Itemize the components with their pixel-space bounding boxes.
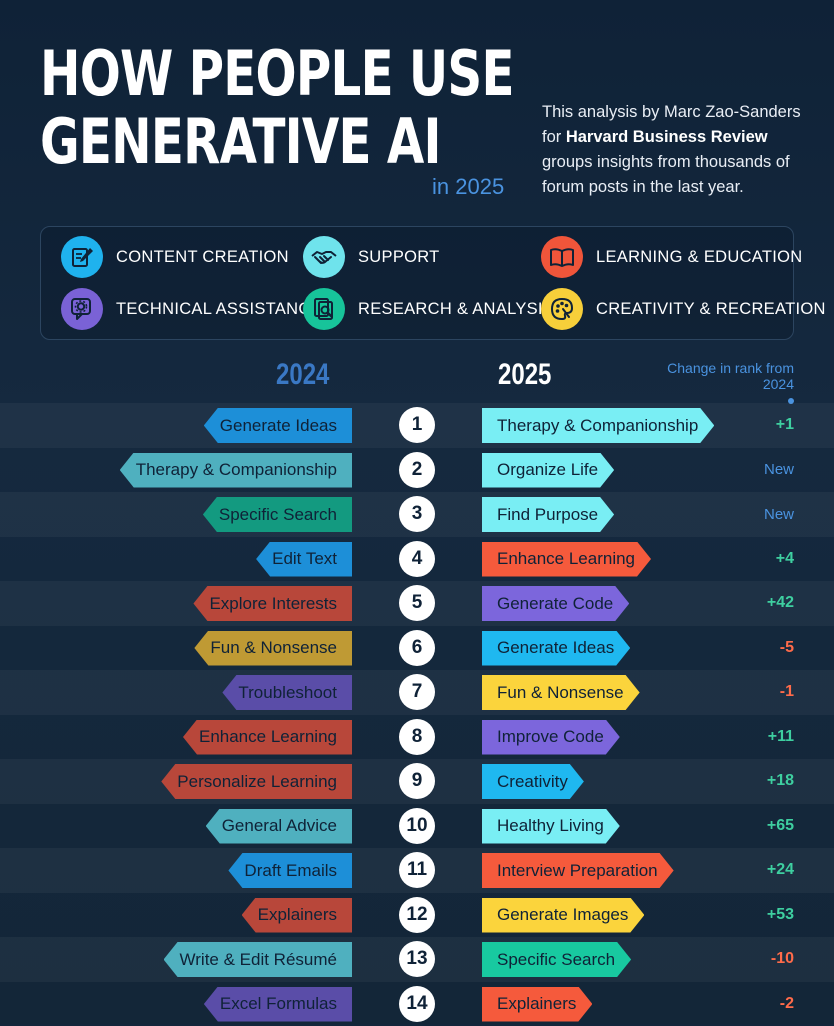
rank-badge: 12 [399, 897, 435, 933]
column-header-change: Change in rank from 2024 [654, 360, 794, 392]
legend-item-technical-assistance: TECHNICAL ASSISTANCE [61, 287, 322, 331]
pencil-note-icon [61, 236, 103, 278]
legend-item-creativity-recreation: CREATIVITY & RECREATION [541, 287, 826, 331]
table-row: Excel Formulas 14 Explainers -2 [0, 982, 834, 1026]
intro-source: Harvard Business Review [566, 128, 768, 146]
use-2024-label: Generate Ideas [204, 408, 352, 443]
use-2024-label: Fun & Nonsense [194, 631, 352, 666]
rank-change-value: +42 [767, 585, 794, 621]
use-2024-label: Enhance Learning [183, 720, 352, 755]
rank-change-value: New [764, 496, 794, 532]
rank-badge: 5 [399, 585, 435, 621]
table-row: Write & Edit Résumé 13 Specific Search -10 [0, 937, 834, 982]
rank-change-value: New [764, 452, 794, 488]
rank-change-value: -2 [780, 986, 794, 1022]
open-book-icon [541, 236, 583, 278]
table-row: General Advice 10 Healthy Living +65 [0, 804, 834, 849]
rank-badge: 9 [399, 763, 435, 799]
use-2024-label: Specific Search [203, 497, 352, 532]
use-2025-label: Interview Preparation [482, 853, 674, 888]
use-2024-label: General Advice [206, 809, 352, 844]
use-2025-label: Healthy Living [482, 809, 620, 844]
use-2025-label: Generate Code [482, 586, 629, 621]
page-title: HOW PEOPLE USE GENERATIVE AI [40, 40, 352, 176]
palette-icon [541, 288, 583, 330]
magnifier-document-icon [303, 288, 345, 330]
use-2025-label: Organize Life [482, 453, 614, 488]
rank-change-value: +24 [767, 852, 794, 888]
rank-badge: 13 [399, 941, 435, 977]
use-2025-label: Creativity [482, 764, 584, 799]
rank-badge: 14 [399, 986, 435, 1022]
use-2024-label: Therapy & Companionship [120, 453, 352, 488]
rank-change-value: +11 [768, 719, 794, 755]
use-2024-label: Explore Interests [193, 586, 352, 621]
legend-label-creativity-recreation: CREATIVITY & RECREATION [596, 300, 826, 319]
table-row: Specific Search 3 Find Purpose New [0, 492, 834, 537]
legend-item-research-analysis: RESEARCH & ANALYSIS [303, 287, 554, 331]
legend-label-technical-assistance: TECHNICAL ASSISTANCE [116, 300, 322, 319]
use-2025-label: Improve Code [482, 720, 620, 755]
use-2025-label: Enhance Learning [482, 542, 651, 577]
title-line-2: GENERATIVE AI [40, 108, 352, 176]
use-2025-label: Generate Images [482, 898, 644, 933]
use-2024-label: Troubleshoot [222, 675, 352, 710]
rank-change-value: -1 [780, 674, 794, 710]
rank-badge: 3 [399, 496, 435, 532]
rank-badge: 4 [399, 541, 435, 577]
gear-chat-icon [61, 288, 103, 330]
table-row: Troubleshoot 7 Fun & Nonsense -1 [0, 670, 834, 715]
table-row: Draft Emails 11 Interview Preparation +24 [0, 848, 834, 893]
table-row: Personalize Learning 9 Creativity +18 [0, 759, 834, 804]
rank-badge: 6 [399, 630, 435, 666]
legend-item-content-creation: CONTENT CREATION [61, 235, 289, 279]
intro-part-2: groups insights from thousands of forum … [542, 153, 790, 196]
title-line-1: HOW PEOPLE USE [40, 40, 352, 108]
use-2024-label: Draft Emails [228, 853, 352, 888]
rank-change-value: -5 [780, 630, 794, 666]
table-row: Therapy & Companionship 2 Organize Life New [0, 448, 834, 493]
use-2025-label: Specific Search [482, 942, 631, 977]
use-2024-label: Write & Edit Résumé [164, 942, 352, 977]
rank-badge: 2 [399, 452, 435, 488]
legend-item-learning-education: LEARNING & EDUCATION [541, 235, 802, 279]
rank-change-value: +53 [767, 897, 794, 933]
table-row: Edit Text 4 Enhance Learning +4 [0, 537, 834, 582]
use-2025-label: Find Purpose [482, 497, 614, 532]
use-2024-label: Edit Text [256, 542, 352, 577]
rank-change-value: +4 [776, 541, 794, 577]
rank-change-value: +18 [767, 763, 794, 799]
table-row: Explore Interests 5 Generate Code +42 [0, 581, 834, 626]
use-2025-label: Fun & Nonsense [482, 675, 640, 710]
category-legend: CONTENT CREATION SUPPORT LEARNING & EDUC… [40, 226, 794, 340]
handshake-icon [303, 236, 345, 278]
use-2024-label: Excel Formulas [204, 987, 352, 1022]
intro-text: This analysis by Marc Zao-Sanders for Ha… [542, 100, 812, 200]
legend-label-support: SUPPORT [358, 248, 440, 267]
rank-badge: 11 [399, 852, 435, 888]
use-2024-label: Explainers [242, 898, 352, 933]
rank-badge: 8 [399, 719, 435, 755]
use-2025-label: Generate Ideas [482, 631, 630, 666]
legend-label-content-creation: CONTENT CREATION [116, 248, 289, 267]
title-year: in 2025 [432, 174, 504, 200]
legend-item-support: SUPPORT [303, 235, 440, 279]
column-header-2025: 2025 [498, 358, 551, 392]
table-row: Enhance Learning 8 Improve Code +11 [0, 715, 834, 760]
legend-label-learning-education: LEARNING & EDUCATION [596, 248, 802, 267]
rank-change-value: +65 [767, 808, 794, 844]
use-2024-label: Personalize Learning [161, 764, 352, 799]
use-2025-label: Therapy & Companionship [482, 408, 714, 443]
rank-change-value: -10 [771, 941, 794, 977]
table-row: Fun & Nonsense 6 Generate Ideas -5 [0, 626, 834, 671]
use-2025-label: Explainers [482, 987, 592, 1022]
table-row: Explainers 12 Generate Images +53 [0, 893, 834, 938]
table-row: Generate Ideas 1 Therapy & Companionship +1 [0, 403, 834, 448]
rank-badge: 1 [399, 407, 435, 443]
column-header-2024: 2024 [276, 358, 329, 392]
rank-badge: 10 [399, 808, 435, 844]
rank-badge: 7 [399, 674, 435, 710]
legend-label-research-analysis: RESEARCH & ANALYSIS [358, 300, 554, 319]
rank-change-value: +1 [776, 407, 794, 443]
